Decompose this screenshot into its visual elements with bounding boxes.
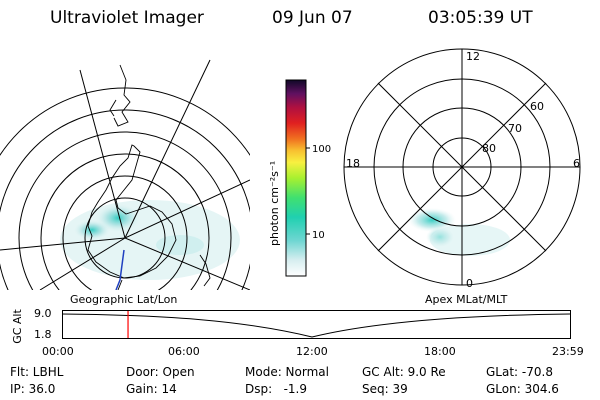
colorbar-unit-label: photon cm⁻²s⁻¹ bbox=[268, 161, 281, 246]
mlat-label-70: 70 bbox=[508, 122, 522, 135]
timeline-ytick-low: 1.8 bbox=[34, 328, 52, 341]
colorbar: 100 10 photon cm⁻²s⁻¹ bbox=[268, 79, 331, 277]
info-dsp: Dsp: -1.9 bbox=[245, 382, 308, 396]
instrument-title: Ultraviolet Imager bbox=[50, 8, 204, 28]
timeline-xtick-0: 00:00 bbox=[42, 345, 74, 358]
coastlines bbox=[87, 64, 211, 290]
info-gc-alt: GC Alt: 9.0 Re bbox=[362, 365, 446, 379]
polar-mlt-map: 12 18 6 0 60 70 80 bbox=[343, 48, 581, 290]
polar-emission bbox=[408, 208, 510, 256]
info-door: Door: Open bbox=[126, 365, 195, 379]
timeline-xtick-1: 06:00 bbox=[168, 345, 200, 358]
mlat-label-80: 80 bbox=[482, 142, 496, 155]
apex-label: Apex MLat/MLT bbox=[425, 293, 508, 306]
emission-regions bbox=[60, 200, 240, 280]
timeline-xtick-4: 23:59 bbox=[552, 345, 584, 358]
altitude-curve bbox=[62, 313, 571, 338]
geographic-map bbox=[0, 59, 250, 290]
geographic-label: Geographic Lat/Lon bbox=[70, 293, 178, 306]
timeline-axis-title: GC Alt bbox=[10, 309, 24, 344]
mlt-label-noon: 12 bbox=[466, 50, 480, 63]
colorbar-tick-10: 10 bbox=[312, 230, 325, 241]
longitude-lines bbox=[0, 59, 250, 290]
timeline-xtick-2: 12:00 bbox=[296, 345, 328, 358]
info-seq: Seq: 39 bbox=[362, 382, 408, 396]
satellite-track bbox=[115, 249, 125, 290]
mlt-label-midnight: 0 bbox=[466, 277, 473, 290]
info-ip: IP: 36.0 bbox=[10, 382, 56, 396]
colorbar-tick-100: 100 bbox=[312, 144, 331, 155]
date-label: 09 Jun 07 bbox=[272, 8, 353, 28]
altitude-timeline[interactable] bbox=[62, 310, 574, 340]
mlt-label-dusk: 18 bbox=[346, 157, 360, 170]
info-glon: GLon: 304.6 bbox=[486, 382, 559, 396]
timeline-ytick-high: 9.0 bbox=[34, 307, 52, 320]
info-glat: GLat: -70.8 bbox=[486, 365, 553, 379]
polar-grid bbox=[343, 48, 581, 286]
time-label: 03:05:39 UT bbox=[428, 8, 533, 28]
info-mode: Mode: Normal bbox=[245, 365, 329, 379]
mlt-label-dawn: 6 bbox=[573, 157, 580, 170]
info-filter: Flt: LBHL bbox=[10, 365, 64, 379]
mlat-label-60: 60 bbox=[530, 100, 544, 113]
info-gain: Gain: 14 bbox=[126, 382, 177, 396]
timeline-xtick-3: 18:00 bbox=[424, 345, 456, 358]
